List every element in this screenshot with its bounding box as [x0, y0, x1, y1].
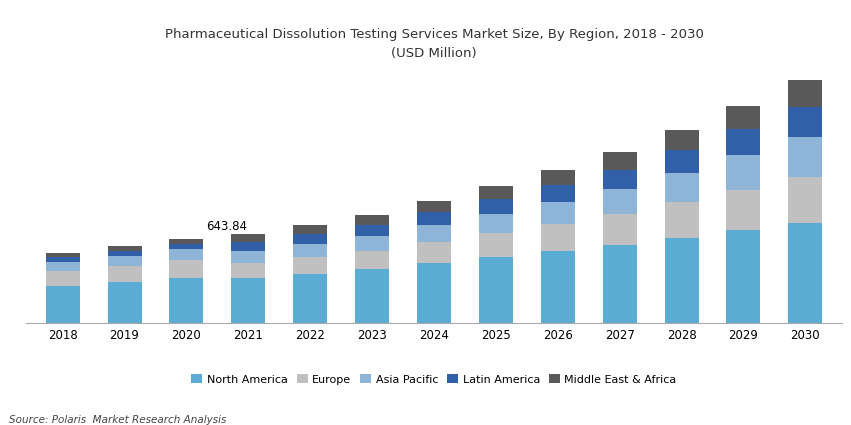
Bar	[46, 253, 80, 257]
Title: Pharmaceutical Dissolution Testing Services Market Size, By Region, 2018 - 2030
: Pharmaceutical Dissolution Testing Servi…	[164, 28, 704, 60]
Bar	[169, 249, 203, 261]
Bar	[788, 80, 822, 107]
Bar	[294, 225, 328, 234]
Bar	[479, 199, 513, 214]
Legend: North America, Europe, Asia Pacific, Latin America, Middle East & Africa: North America, Europe, Asia Pacific, Lat…	[191, 374, 677, 385]
Bar	[788, 224, 822, 323]
Bar	[727, 129, 761, 155]
Bar	[417, 225, 451, 242]
Bar	[417, 263, 451, 323]
Text: Source: Polaris  Market Research Analysis: Source: Polaris Market Research Analysis	[9, 415, 226, 425]
Bar	[46, 257, 80, 262]
Bar	[603, 189, 637, 214]
Bar	[107, 251, 141, 256]
Bar	[107, 256, 141, 266]
Bar	[540, 202, 574, 224]
Bar	[231, 234, 266, 242]
Bar	[46, 262, 80, 271]
Bar	[46, 286, 80, 323]
Bar	[46, 271, 80, 286]
Bar	[169, 278, 203, 323]
Bar	[727, 106, 761, 129]
Bar	[540, 224, 574, 251]
Bar	[479, 233, 513, 257]
Bar	[231, 251, 266, 263]
Bar	[294, 244, 328, 257]
Bar	[107, 282, 141, 323]
Bar	[540, 185, 574, 202]
Bar	[727, 230, 761, 323]
Bar	[355, 251, 389, 269]
Bar	[479, 186, 513, 199]
Bar	[727, 155, 761, 190]
Bar	[169, 261, 203, 278]
Bar	[231, 278, 266, 323]
Bar	[355, 225, 389, 236]
Bar	[727, 190, 761, 230]
Bar	[665, 202, 699, 238]
Bar	[294, 274, 328, 323]
Bar	[417, 201, 451, 212]
Bar	[665, 150, 699, 173]
Bar	[479, 214, 513, 233]
Bar	[603, 245, 637, 323]
Bar	[603, 214, 637, 245]
Bar	[294, 234, 328, 244]
Bar	[169, 244, 203, 249]
Bar	[107, 246, 141, 251]
Bar	[540, 251, 574, 323]
Bar	[355, 236, 389, 251]
Bar	[231, 242, 266, 251]
Bar	[107, 266, 141, 282]
Bar	[788, 177, 822, 224]
Bar	[417, 242, 451, 263]
Bar	[169, 239, 203, 244]
Bar	[603, 152, 637, 170]
Bar	[231, 263, 266, 278]
Bar	[665, 130, 699, 150]
Bar	[665, 173, 699, 202]
Text: 643.84: 643.84	[206, 220, 247, 233]
Bar	[417, 212, 451, 225]
Bar	[355, 215, 389, 225]
Bar	[665, 238, 699, 323]
Bar	[788, 137, 822, 177]
Bar	[355, 269, 389, 323]
Bar	[294, 257, 328, 274]
Bar	[603, 170, 637, 189]
Bar	[540, 170, 574, 185]
Bar	[479, 257, 513, 323]
Bar	[788, 107, 822, 137]
